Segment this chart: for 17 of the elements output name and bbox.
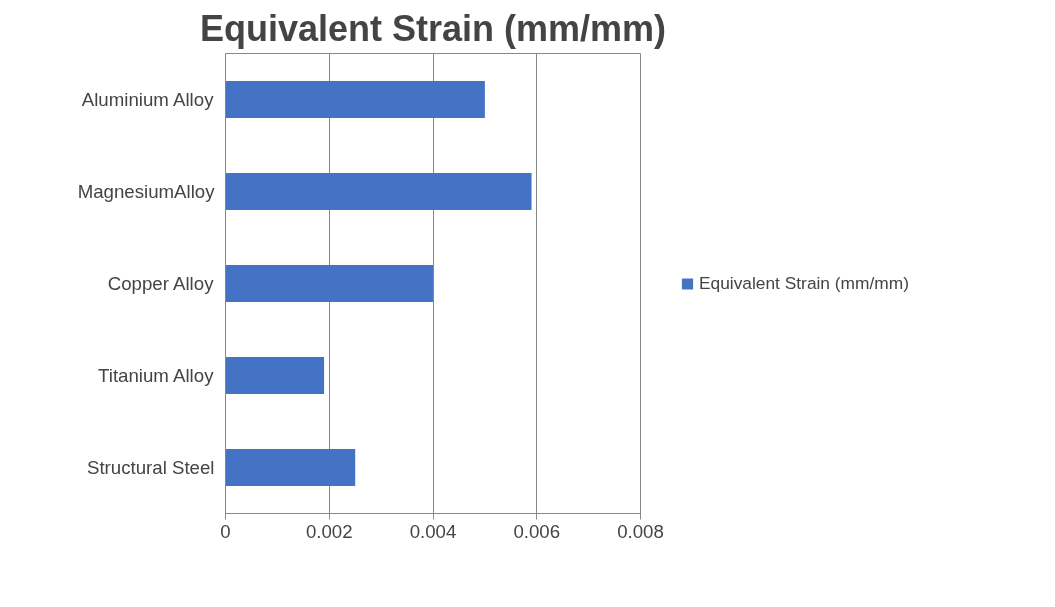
x-tick-label: 0.002 [305,520,353,542]
x-tick-label: 0.008 [617,520,664,542]
y-tick-label: Copper Alloy [107,273,215,294]
bar [225,81,485,118]
bar [225,265,433,302]
bar [225,173,532,210]
y-tick-label: Aluminium Alloy [81,89,215,110]
bar [225,449,356,486]
x-tick-label: 0 [220,520,231,542]
y-tick-label: Structural Steel [86,457,215,478]
chart-title: Equivalent Strain (mm/mm) [199,7,667,49]
x-tick-label: 0.006 [513,520,561,542]
x-tick-label: 0.004 [409,520,457,542]
y-tick-label: Titanium Alloy [98,365,215,386]
y-tick-label: MagnesiumAlloy [77,181,216,202]
bar [225,357,325,394]
legend-label: Equivalent Strain (mm/mm) [699,272,909,294]
